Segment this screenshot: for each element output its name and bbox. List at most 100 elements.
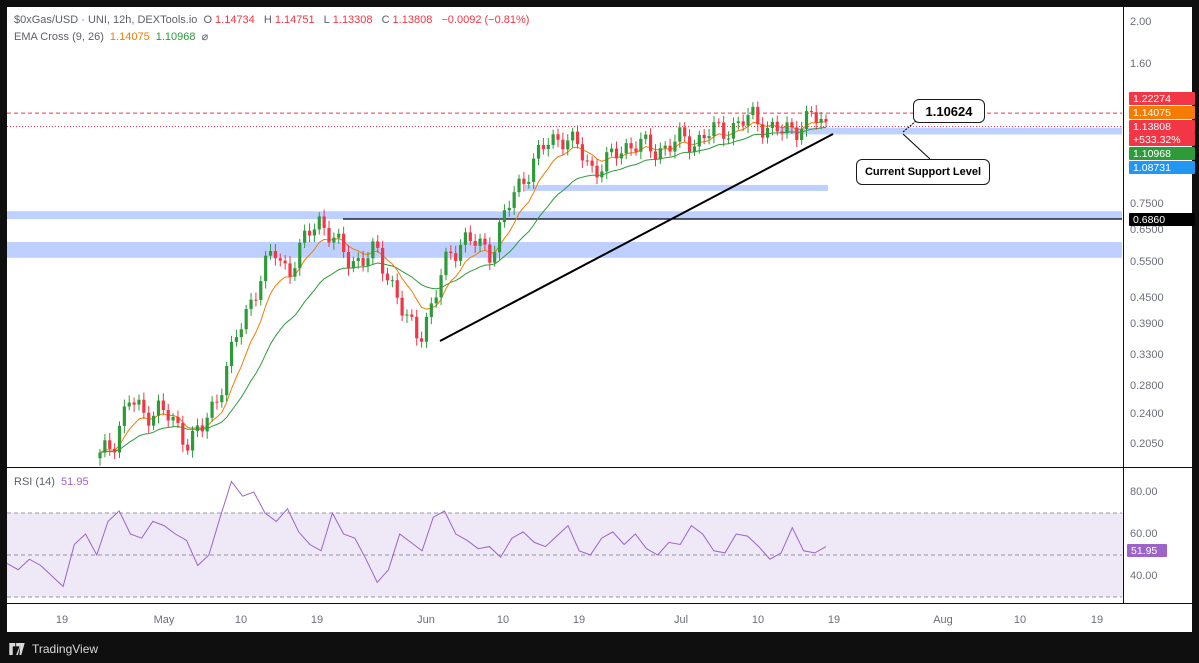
candle-body: [327, 227, 331, 243]
candle-body: [697, 134, 701, 147]
level-callout[interactable]: 1.10624: [913, 99, 985, 123]
candle-body: [351, 261, 355, 269]
candle-body: [653, 151, 658, 160]
candle-body: [239, 329, 243, 338]
candle-body: [303, 230, 307, 243]
annotation-arrows: [902, 120, 931, 160]
candle-body: [117, 425, 122, 453]
candle-body: [551, 134, 555, 145]
candle-body: [678, 127, 682, 142]
candle-body: [590, 160, 594, 166]
candle-body: [142, 399, 146, 413]
time-tick: Jul: [673, 614, 689, 626]
candle-body: [337, 233, 341, 238]
candle-body: [775, 121, 779, 132]
candle-body: [629, 143, 633, 149]
candle-body: [376, 241, 380, 248]
rsi-tick: 80.00: [1130, 486, 1158, 498]
time-tick: Jun: [417, 614, 435, 626]
candle-body: [395, 280, 399, 298]
candle-body: [585, 160, 589, 162]
candle-body: [312, 229, 316, 236]
candle-body: [493, 252, 497, 263]
ohlc-high: H 1.14751: [263, 14, 315, 26]
price-tag-ema-slow: 1.10968: [1129, 147, 1195, 160]
candles: [98, 101, 828, 466]
candle-body: [644, 134, 648, 139]
candle-body: [814, 112, 818, 123]
candle-body: [731, 123, 736, 139]
ohlc-open: O 1.14734: [203, 14, 255, 26]
candle-body: [283, 260, 287, 264]
symbol-legend[interactable]: $0xGas/USD · UNI, 12h, DEXTools.io O 1.14…: [14, 14, 532, 26]
rsi-tick: 60.00: [1130, 528, 1158, 540]
candle-body: [127, 402, 131, 407]
candle-body: [405, 314, 409, 316]
visibility-icon[interactable]: ⌀: [201, 31, 209, 43]
candle-body: [147, 412, 151, 426]
candle-body: [707, 136, 711, 139]
candle-body: [249, 299, 253, 309]
candle-body: [186, 444, 190, 451]
tradingview-logo-icon: [9, 643, 25, 655]
candle-body: [795, 127, 799, 141]
time-tick: 10: [496, 614, 510, 626]
ema-fast-value: 1.14075: [109, 31, 150, 43]
time-tick: Aug: [933, 614, 953, 626]
candle-body: [712, 122, 716, 137]
price-tick: 0.7500: [1130, 198, 1164, 210]
candle-body: [639, 138, 643, 152]
main-chart-panel[interactable]: [7, 7, 1123, 467]
candle-body: [225, 366, 229, 396]
candle-body: [610, 148, 614, 153]
candle-body: [156, 400, 161, 416]
candle-body: [726, 138, 731, 140]
rsi-label: RSI (14): [14, 476, 55, 488]
candle-body: [512, 192, 516, 208]
time-tick: 19: [827, 614, 841, 626]
candle-body: [371, 241, 375, 259]
candle-body: [220, 395, 224, 403]
candle-body: [541, 144, 545, 150]
candle-body: [317, 216, 321, 230]
support-arrow: [902, 133, 931, 160]
candle-body: [566, 140, 570, 150]
candle-body: [824, 118, 828, 122]
time-axis-panel[interactable]: [7, 604, 1192, 632]
candle-body: [770, 121, 775, 129]
candle-body: [137, 399, 141, 405]
rsi-axis-panel[interactable]: [1124, 468, 1192, 603]
candle-body: [561, 139, 565, 150]
price-tag-zone: 1.08731: [1129, 161, 1195, 174]
candle-body: [366, 258, 370, 266]
candle-body: [614, 148, 619, 159]
candle-body: [429, 303, 433, 317]
candle-body: [210, 401, 214, 418]
support-zone: [780, 127, 1122, 135]
candle-body: [741, 121, 745, 126]
rsi-legend[interactable]: RSI (14) 51.95: [14, 476, 92, 488]
ema-legend[interactable]: EMA Cross (9, 26) 1.14075 1.10968 ⌀: [14, 30, 211, 43]
rsi-tick: 40.00: [1130, 570, 1158, 582]
price-axis-panel[interactable]: [1124, 7, 1192, 467]
time-tick: May: [153, 614, 175, 626]
candle-body: [268, 250, 273, 256]
candle-body: [746, 115, 750, 126]
support-callout[interactable]: Current Support Level: [856, 159, 990, 185]
candle-body: [785, 122, 789, 134]
ema-lines: [99, 121, 827, 454]
footer: TradingView: [8, 640, 98, 658]
candle-body: [532, 158, 536, 182]
ema-slow-value: 1.10968: [155, 31, 196, 43]
candle-body: [687, 136, 692, 153]
candle-body: [415, 316, 419, 339]
candle-body: [166, 410, 170, 421]
price-tick: 1.60: [1130, 58, 1152, 70]
support-zone: [7, 241, 1122, 258]
candle-body: [273, 250, 278, 259]
candle-body: [478, 238, 482, 246]
candle-body: [463, 232, 468, 245]
candle-body: [702, 134, 706, 139]
